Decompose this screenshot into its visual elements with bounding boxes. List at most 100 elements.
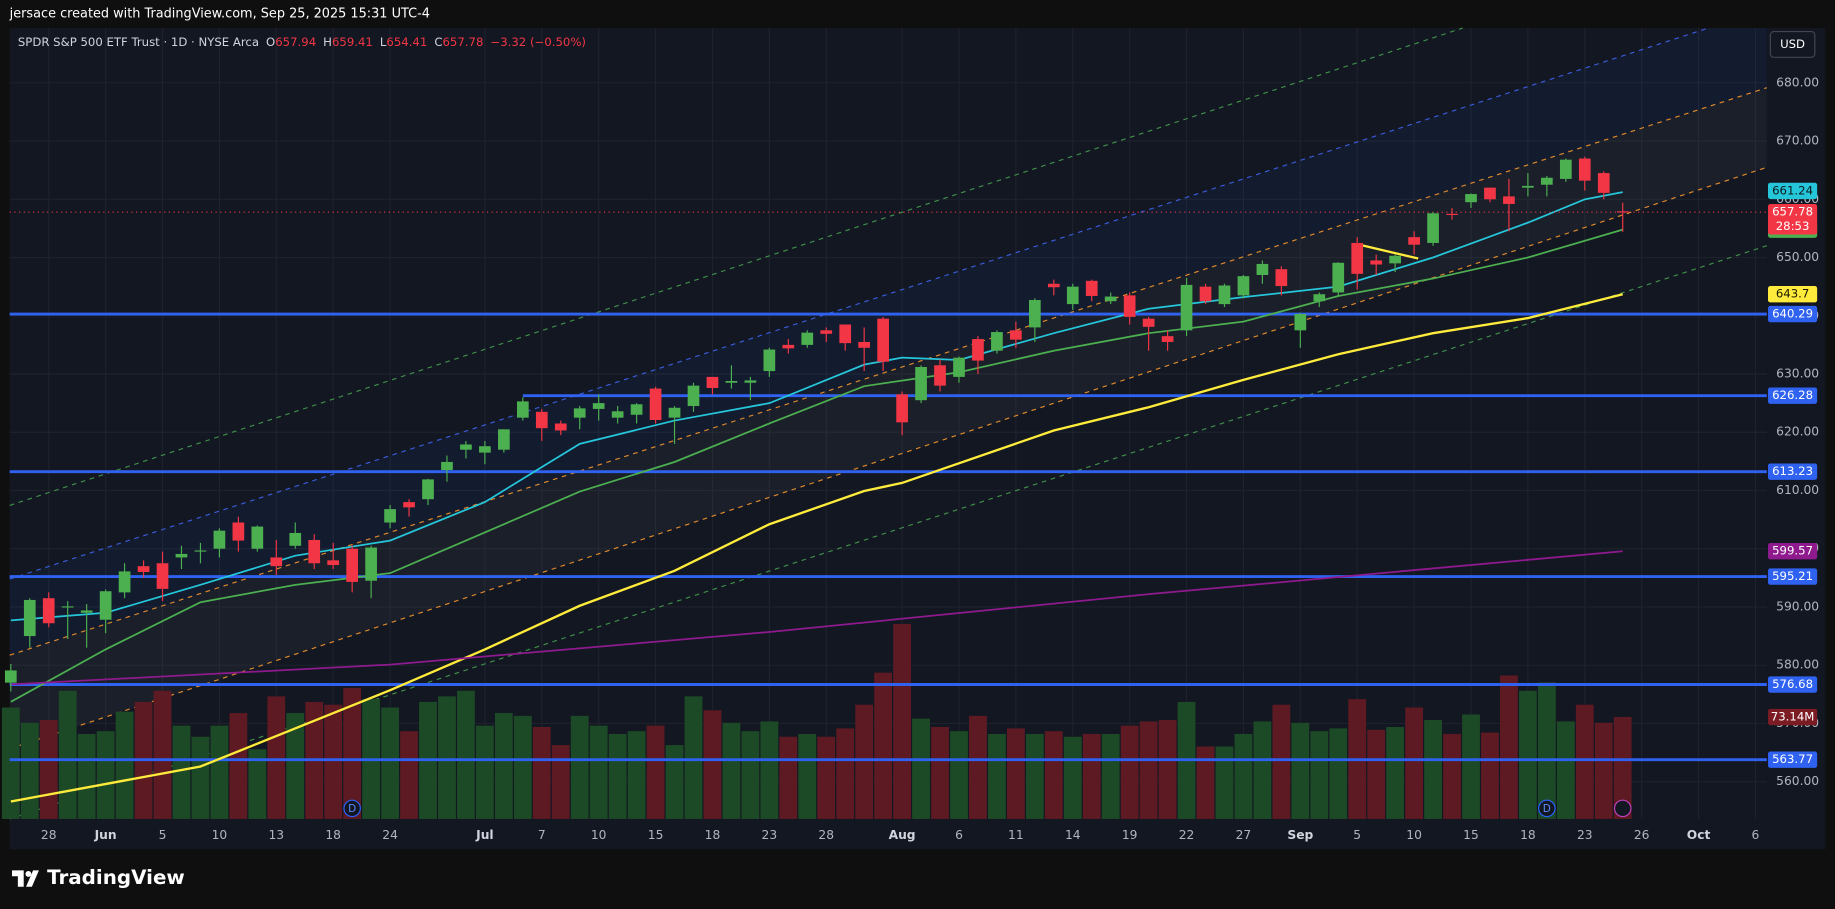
volume-bar [969,715,987,819]
volume-bar [817,736,836,819]
candle-body [213,530,226,549]
ohlc-value: 654.41 [386,35,427,49]
x-tick-label: 10 [591,828,607,842]
x-tick-label: 10 [212,828,228,842]
level-label-box [1768,751,1818,768]
ohlc-key: L [380,35,387,49]
currency-box [1769,31,1816,58]
candle-body [782,344,795,349]
candle-body [1142,318,1155,327]
y-tick-label: 620.00 [1776,425,1819,439]
volume-bar [513,715,532,819]
last-price-label: 657.78 [1772,205,1813,219]
candle-body [1123,295,1136,317]
volume-bar [457,690,475,819]
candle-body [61,606,74,608]
candle-body [1578,158,1591,181]
volume-bar [589,725,608,819]
volume-bar [324,704,343,819]
candle-body [1427,213,1439,243]
x-tick-label: 11 [1008,828,1024,842]
candle-body [1370,260,1383,265]
candle-body [460,444,472,450]
volume-bar [950,731,968,819]
volume-bar [1405,707,1424,819]
candle-body [1275,269,1288,287]
trend-line [1358,243,1419,260]
x-tick-label: 22 [1179,828,1195,842]
x-tick-label: 15 [1463,828,1479,842]
level-label-box [1768,676,1818,693]
candle-body [156,563,169,589]
x-tick-label: 18 [1520,828,1536,842]
volume-bar [722,722,741,819]
volume-bar [836,728,855,819]
volume-bar [210,725,229,819]
candle-body [972,339,984,361]
ohlc-value: 659.41 [332,35,373,49]
candle-body [763,349,776,372]
volume-bar [779,736,798,819]
candle-body [1597,173,1610,193]
ma-label-box [1768,286,1818,303]
dividend-label: D [1543,803,1551,815]
moving-average [10,293,1623,803]
volume-label: 73.14M [1771,710,1815,724]
volume-bar [1310,731,1329,819]
volume-bar [1101,733,1120,819]
candle-body [403,502,415,508]
candle-body [1503,196,1515,204]
volume-bar [1063,736,1082,819]
x-tick-label: 18 [705,828,721,842]
volume-bar [1158,720,1177,819]
x-tick-label: 18 [325,828,341,842]
channel-line [9,27,1463,506]
candle-body [99,591,112,620]
volume-bar [191,736,210,819]
x-tick-label: 15 [648,828,664,842]
y-tick-label: 670.00 [1776,134,1819,148]
x-tick-label: 10 [1406,828,1422,842]
candle-body [1180,284,1193,331]
y-tick-label: 610.00 [1776,483,1819,497]
level-label: 576.68 [1772,677,1813,691]
candle-body [877,318,889,362]
candle-body [1446,213,1458,216]
candle-body [422,479,434,500]
candle-body [118,571,131,593]
candle-body [23,599,36,637]
volume-bar [1291,722,1310,819]
volume-bar [1443,733,1461,819]
candle-body [1104,296,1117,302]
volume-bar [893,623,911,819]
volume-bar [153,690,172,819]
logo-icon [25,870,32,877]
candle-body [327,560,340,566]
ohlc-key: C [434,35,442,49]
x-tick-label: 26 [1634,828,1650,842]
volume-bar [551,745,570,819]
candle-body [687,385,700,407]
change: −3.32 (−0.50%) [490,35,586,49]
x-tick-label: 6 [1752,828,1760,842]
symbol-legend: SPDR S&P 500 ETF Trust · 1D · NYSE Arca O… [18,35,586,49]
volume-bar [1575,704,1594,819]
ma-label: 661.24 [1772,183,1813,197]
y-tick-label: 560.00 [1776,774,1819,788]
volume-bar [400,731,418,819]
volume-label-box [1768,708,1818,726]
ohlc-key: O [266,35,275,49]
x-tick-label: 7 [538,828,546,842]
volume-bar [1215,746,1234,819]
x-tick-label: 28 [818,828,834,842]
volume-bar [381,707,399,819]
candle-body [1389,255,1401,264]
volume-bar [1481,732,1499,819]
volume-bar [1272,704,1291,819]
volume-bar [760,721,779,819]
candle-body [1408,237,1420,245]
volume-bar [343,688,362,819]
candle-body [1294,314,1307,331]
candle-body [630,404,643,415]
